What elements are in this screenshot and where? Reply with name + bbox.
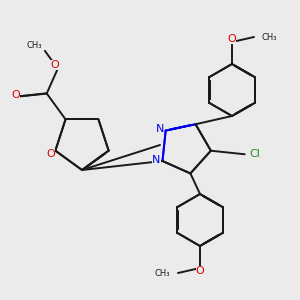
Text: O: O — [11, 90, 20, 100]
Text: CH₃: CH₃ — [262, 32, 278, 41]
Text: Cl: Cl — [250, 149, 260, 159]
Text: N: N — [152, 155, 161, 165]
Text: O: O — [50, 60, 59, 70]
Text: N: N — [155, 124, 164, 134]
Text: O: O — [228, 34, 236, 44]
Text: O: O — [46, 149, 55, 159]
Text: CH₃: CH₃ — [26, 41, 42, 50]
Text: N: N — [155, 124, 164, 134]
Text: O: O — [46, 149, 55, 159]
Text: CH₃: CH₃ — [154, 268, 170, 278]
Text: O: O — [196, 266, 204, 276]
Text: N: N — [152, 155, 161, 165]
